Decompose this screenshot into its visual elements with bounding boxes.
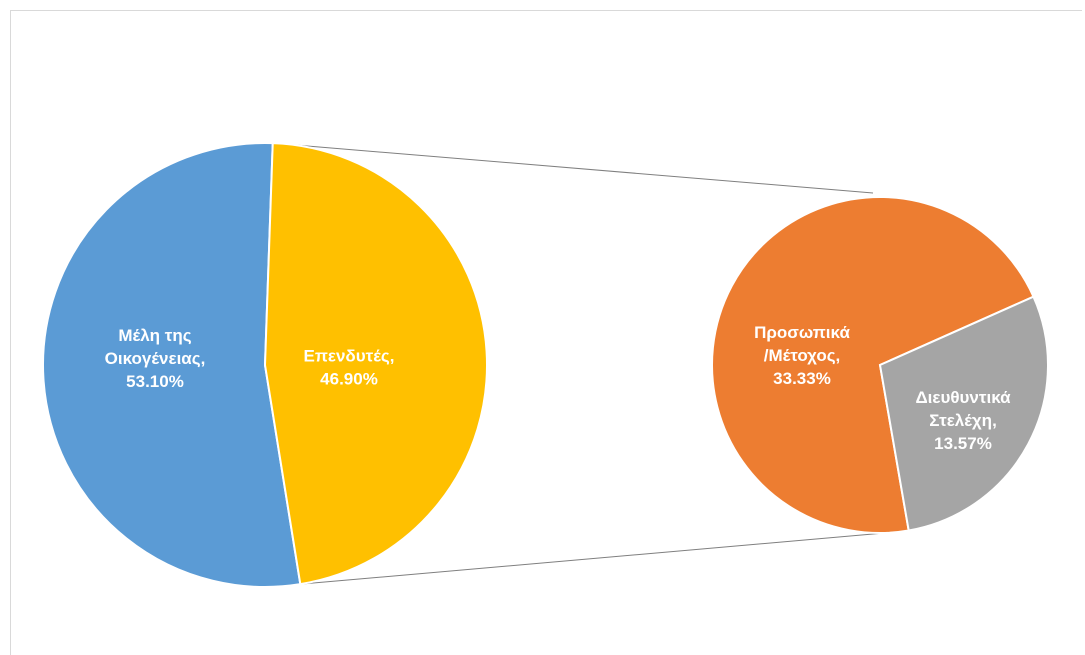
main-pie-slice-family-members xyxy=(42,142,302,588)
connector-line-top xyxy=(272,142,874,194)
main-pie-slice-investors xyxy=(263,142,488,586)
main-pie xyxy=(42,142,488,588)
chart-area xyxy=(10,10,1082,655)
secondary-pie-slice-staff-shareholder xyxy=(711,196,1035,534)
label-investors: Επενδυτές, 46.90% xyxy=(304,347,395,389)
label-executives: Διευθυντικά Στελέχη, 13.57% xyxy=(915,388,1011,453)
secondary-pie-slice-executives xyxy=(878,295,1049,532)
label-family-members: Μέλη της Οικογένειας, 53.10% xyxy=(105,326,206,391)
connector-lines xyxy=(272,142,897,585)
connector-line-bottom xyxy=(300,531,897,585)
label-staff-shareholder: Προσωπικά/Μέτοχος, 33.33% xyxy=(754,323,850,388)
secondary-pie xyxy=(711,196,1049,534)
data-labels: Μέλη της Οικογένειας, 53.10% Επενδυτές, 46.9… xyxy=(105,323,1011,453)
